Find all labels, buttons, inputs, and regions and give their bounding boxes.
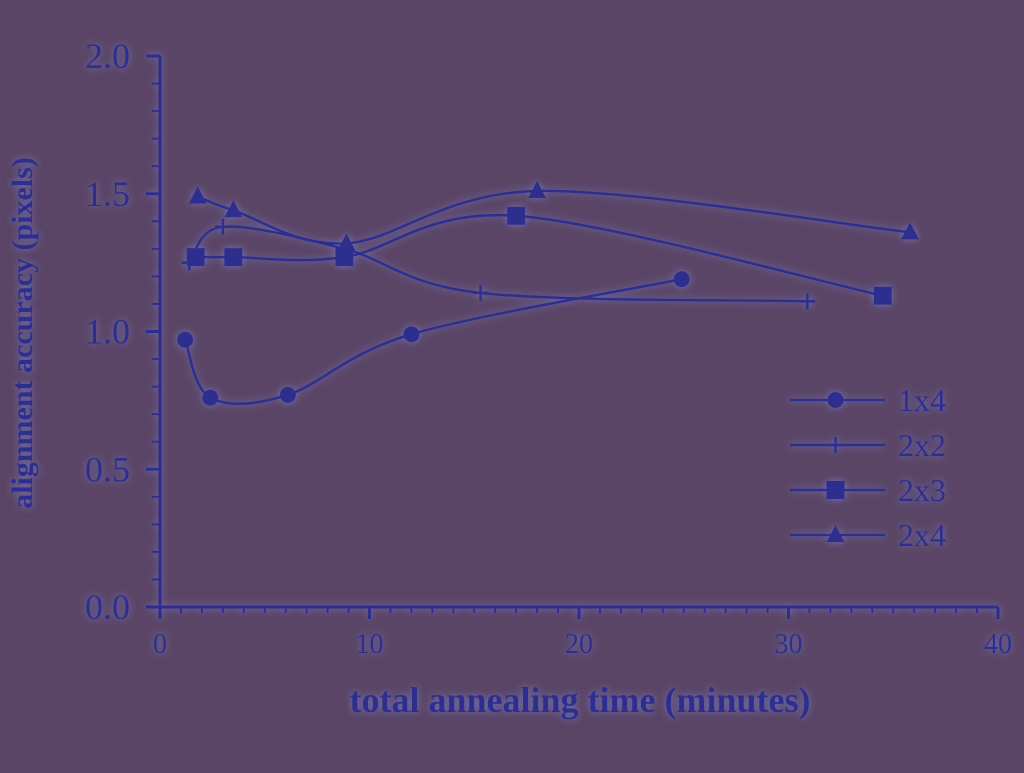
legend: 1x4 2x2 2x3 2x4 — [790, 382, 946, 553]
data-point-2x2-4 — [799, 293, 816, 310]
data-point-2x3-3 — [507, 206, 526, 225]
series-1x4 — [177, 271, 690, 406]
data-point-1x4-4 — [673, 271, 690, 288]
legend-label-2x2: 2x2 — [898, 427, 946, 463]
y-axis-label: alignment accuracy (pixels) — [6, 157, 39, 509]
legend-item-2x2: 2x2 — [790, 427, 946, 463]
x-tick-label: 0 — [153, 629, 167, 660]
x-tick-label: 40 — [984, 629, 1012, 660]
legend-label-2x4: 2x4 — [898, 517, 946, 553]
data-point-2x3-1 — [224, 248, 243, 267]
data-point-1x4-2 — [279, 386, 296, 403]
data-point-2x2-1 — [214, 218, 231, 235]
legend-marker-2x2 — [827, 437, 844, 453]
y-tick-label: 2.0 — [85, 36, 130, 76]
data-point-1x4-1 — [202, 389, 219, 406]
data-point-2x4-2 — [337, 233, 356, 251]
data-point-2x4-1 — [224, 200, 243, 218]
x-tick-label: 10 — [356, 629, 384, 660]
y-tick-label: 0.0 — [85, 587, 130, 627]
data-point-2x3-0 — [186, 248, 205, 267]
legend-item-2x4: 2x4 — [790, 517, 946, 553]
data-point-1x4-3 — [403, 326, 420, 343]
data-point-2x4-4 — [901, 222, 920, 240]
legend-marker-1x4 — [827, 392, 844, 408]
series-2x3 — [186, 206, 892, 305]
series-2x4 — [188, 180, 920, 251]
x-tick-label: 30 — [775, 629, 803, 660]
y-tick-label: 1.5 — [85, 174, 130, 214]
legend-item-1x4: 1x4 — [790, 382, 946, 418]
legend-label-2x3: 2x3 — [898, 472, 946, 508]
y-tick-label: 1.0 — [85, 312, 130, 352]
data-point-1x4-0 — [177, 331, 194, 348]
legend-marker-2x4 — [826, 525, 845, 542]
data-point-2x4-3 — [528, 180, 547, 198]
legend-item-2x3: 2x3 — [790, 472, 946, 508]
data-point-2x4-0 — [188, 186, 207, 204]
data-point-2x2-3 — [472, 284, 489, 301]
y-tick-label: 0.5 — [85, 449, 130, 489]
legend-label-1x4: 1x4 — [898, 382, 946, 418]
legend-marker-2x3 — [826, 481, 845, 499]
data-point-2x3-2 — [335, 248, 354, 267]
data-point-2x3-4 — [873, 286, 892, 305]
x-axis-label: total annealing time (minutes) — [350, 680, 811, 720]
x-tick-label: 20 — [565, 629, 593, 660]
